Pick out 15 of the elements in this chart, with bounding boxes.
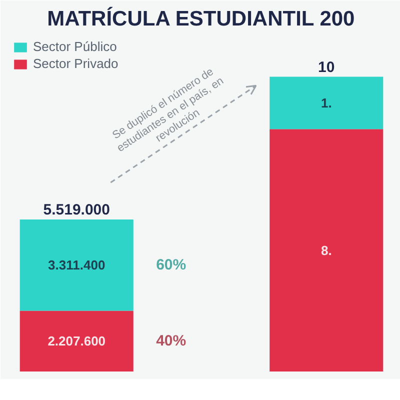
bar: [20, 310, 134, 372]
bar: [20, 219, 134, 311]
annotation: 40%: [156, 332, 186, 350]
annotation: 60%: [156, 256, 186, 274]
data-label: 2.207.600: [48, 334, 106, 349]
text: 10: [318, 58, 335, 76]
annotation: 8.: [320, 242, 332, 258]
data-label: 3.311.400: [48, 258, 106, 273]
chart-title: MATRÍCULA ESTUDIANTIL 200: [47, 6, 355, 30]
legend-label: Sector Público: [33, 39, 117, 54]
total-label: 5.519.000: [43, 201, 110, 218]
bar: [270, 129, 384, 372]
legend-label: Sector Privado: [33, 56, 118, 71]
annotation: 1.: [320, 95, 332, 110]
bar: [270, 76, 384, 130]
